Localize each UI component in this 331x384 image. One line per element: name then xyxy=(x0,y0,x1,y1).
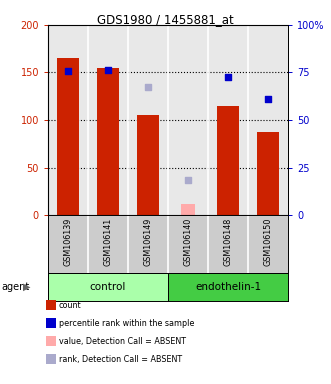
Text: GDS1980 / 1455881_at: GDS1980 / 1455881_at xyxy=(97,13,234,26)
Text: control: control xyxy=(90,282,126,292)
Point xyxy=(185,177,191,183)
Bar xyxy=(137,115,159,215)
Bar xyxy=(57,58,79,215)
Text: GSM106139: GSM106139 xyxy=(64,218,72,266)
Bar xyxy=(257,132,279,215)
Text: GSM106141: GSM106141 xyxy=(104,218,113,266)
Bar xyxy=(48,273,168,301)
Point xyxy=(265,96,271,102)
Text: count: count xyxy=(59,301,81,310)
Bar xyxy=(181,204,195,215)
Point xyxy=(145,84,151,90)
Text: GSM106149: GSM106149 xyxy=(143,218,153,266)
Point xyxy=(65,68,71,74)
Text: rank, Detection Call = ABSENT: rank, Detection Call = ABSENT xyxy=(59,355,182,364)
Bar xyxy=(97,68,119,215)
Text: endothelin-1: endothelin-1 xyxy=(195,282,261,292)
Bar xyxy=(168,273,288,301)
Text: ▶: ▶ xyxy=(24,282,31,292)
Bar xyxy=(217,106,239,215)
Text: GSM106148: GSM106148 xyxy=(223,218,232,266)
Text: GSM106150: GSM106150 xyxy=(263,218,272,266)
Point xyxy=(225,74,231,80)
Point xyxy=(105,66,111,73)
Text: agent: agent xyxy=(2,282,30,292)
Text: percentile rank within the sample: percentile rank within the sample xyxy=(59,319,194,328)
Text: GSM106140: GSM106140 xyxy=(183,218,193,266)
Text: value, Detection Call = ABSENT: value, Detection Call = ABSENT xyxy=(59,337,186,346)
